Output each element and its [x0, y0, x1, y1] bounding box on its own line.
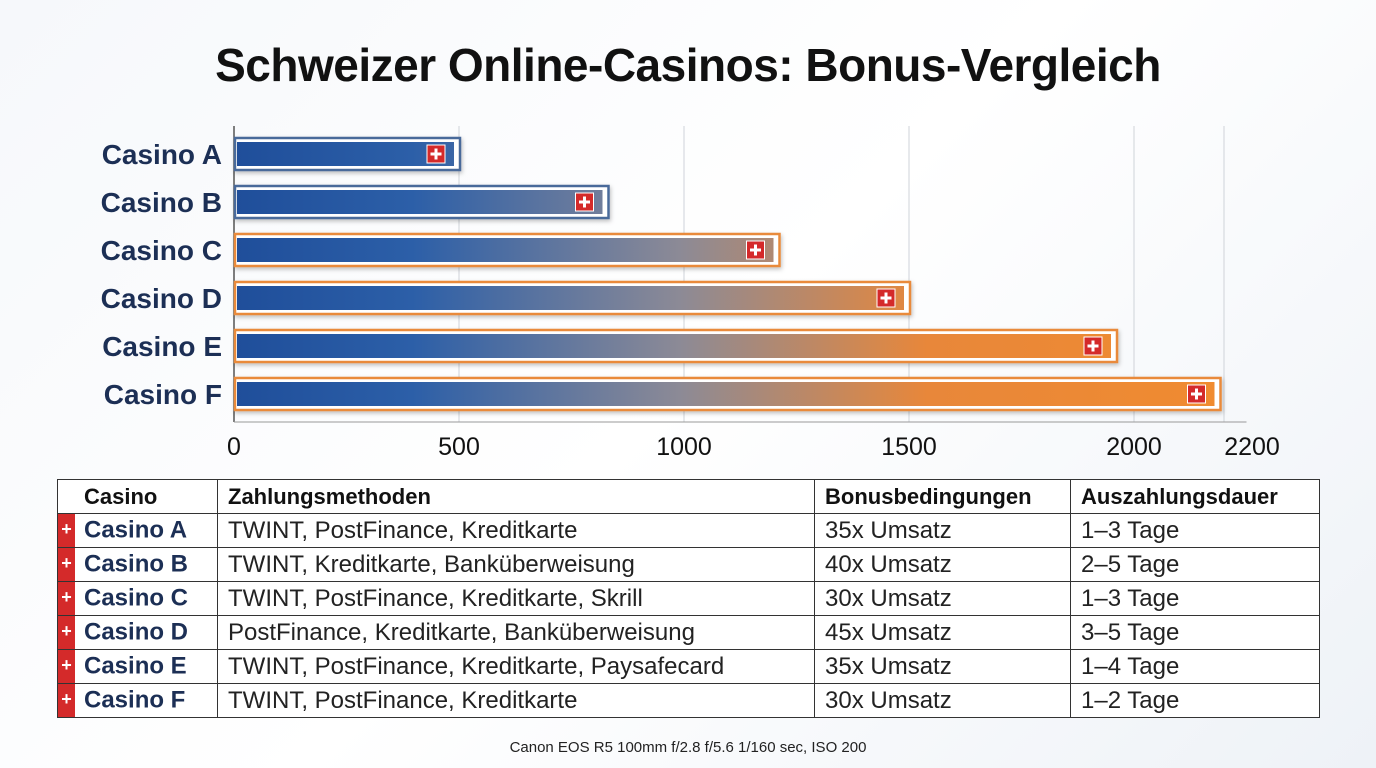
x-tick-label: 0: [227, 433, 241, 461]
swiss-cross-horizontal: [430, 152, 442, 156]
x-tick-label: 2000: [1106, 433, 1162, 461]
casino-name: Casino F: [84, 686, 186, 714]
category-label: Casino E: [102, 331, 222, 362]
cell-bonus-terms: 35x Umsatz: [814, 649, 1071, 684]
swiss-flag-icon: +: [58, 514, 75, 547]
casino-name: Casino E: [84, 652, 187, 680]
cell-payout-time: 3–5 Tage: [1070, 615, 1320, 650]
swiss-cross-horizontal: [750, 248, 761, 252]
category-label: Casino D: [101, 283, 222, 314]
cell-payment-methods: PostFinance, Kreditkarte, Banküberweisun…: [217, 615, 815, 650]
bar: [237, 238, 774, 262]
cell-bonus-terms: 30x Umsatz: [814, 581, 1071, 616]
cell-casino: + Casino A: [57, 513, 218, 548]
cell-payment-methods: TWINT, PostFinance, Kreditkarte: [217, 683, 815, 718]
category-label: Casino B: [101, 187, 222, 218]
swiss-cross-horizontal: [880, 296, 892, 300]
cell-casino: + Casino D: [57, 615, 218, 650]
cell-bonus-terms: 40x Umsatz: [814, 547, 1071, 582]
header-casino: Casino: [57, 479, 218, 514]
chart-title: Schweizer Online-Casinos: Bonus-Vergleic…: [215, 39, 1161, 91]
table-row: + Casino B TWINT, Kreditkarte, Banküberwei…: [57, 547, 1320, 582]
table-row: + Casino A TWINT, PostFinance, Kreditkarte…: [57, 513, 1320, 548]
swiss-flag-icon: +: [58, 650, 75, 683]
table-header-row: Casino Zahlungsmethoden Bonusbedingungen…: [57, 479, 1320, 514]
bar-chart: Casino A Casino B Casino C Casino D Casino E…: [101, 126, 1280, 461]
bar: [237, 190, 603, 214]
bar: [237, 286, 904, 310]
cell-casino: + Casino E: [57, 649, 218, 684]
swiss-cross-horizontal: [579, 200, 590, 204]
table-row: + Casino F TWINT, PostFinance, Kreditkarte…: [57, 683, 1320, 718]
header-payment-methods: Zahlungsmethoden: [217, 479, 815, 514]
casino-name: Casino A: [84, 516, 188, 544]
category-label: Casino C: [101, 235, 222, 266]
cell-payout-time: 1–3 Tage: [1070, 581, 1320, 616]
swiss-flag-icon: +: [58, 582, 75, 615]
bar: [237, 382, 1215, 406]
cell-bonus-terms: 45x Umsatz: [814, 615, 1071, 650]
cell-payout-time: 1–4 Tage: [1070, 649, 1320, 684]
swiss-flag-icon: +: [58, 616, 75, 649]
bar: [237, 142, 454, 166]
cell-payment-methods: TWINT, Kreditkarte, Banküberweisung: [217, 547, 815, 582]
cell-bonus-terms: 35x Umsatz: [814, 513, 1071, 548]
swiss-flag-icon: +: [58, 548, 75, 581]
cell-payout-time: 1–2 Tage: [1070, 683, 1320, 718]
header-bonus-terms: Bonusbedingungen: [814, 479, 1071, 514]
cell-casino: + Casino F: [57, 683, 218, 718]
category-label: Casino F: [104, 379, 222, 410]
x-tick-label: 1500: [881, 433, 937, 461]
x-tick-label: 1000: [656, 433, 712, 461]
bar: [237, 334, 1111, 358]
casino-name: Casino B: [84, 550, 189, 578]
cell-bonus-terms: 30x Umsatz: [814, 683, 1071, 718]
cell-payout-time: 1–3 Tage: [1070, 513, 1320, 548]
swiss-flag-icon: +: [58, 684, 75, 717]
cell-payment-methods: TWINT, PostFinance, Kreditkarte, Paysafe…: [217, 649, 815, 684]
header-payout-time: Auszahlungsdauer: [1070, 479, 1320, 514]
cell-payment-methods: TWINT, PostFinance, Kreditkarte: [217, 513, 815, 548]
swiss-cross-horizontal: [1087, 344, 1099, 348]
swiss-cross-horizontal: [1191, 392, 1202, 396]
table-row: + Casino E TWINT, PostFinance, Kreditkarte…: [57, 649, 1320, 684]
x-tick-label: 500: [438, 433, 480, 461]
casino-name: Casino D: [84, 618, 189, 646]
cell-casino: + Casino B: [57, 547, 218, 582]
category-label: Casino A: [102, 139, 222, 170]
cell-casino: + Casino C: [57, 581, 218, 616]
x-tick-label: 2200: [1224, 433, 1280, 461]
cell-payout-time: 2–5 Tage: [1070, 547, 1320, 582]
casino-name: Casino C: [84, 584, 189, 612]
table-row: + Casino D PostFinance, Kreditkarte, Bankü…: [57, 615, 1320, 650]
cell-payment-methods: TWINT, PostFinance, Kreditkarte, Skrill: [217, 581, 815, 616]
table-row: + Casino C TWINT, PostFinance, Kreditkarte…: [57, 581, 1320, 616]
comparison-table: Casino Zahlungsmethoden Bonusbedingungen…: [57, 479, 1320, 718]
camera-caption: Canon EOS R5 100mm f/2.8 f/5.6 1/160 sec…: [509, 739, 867, 756]
